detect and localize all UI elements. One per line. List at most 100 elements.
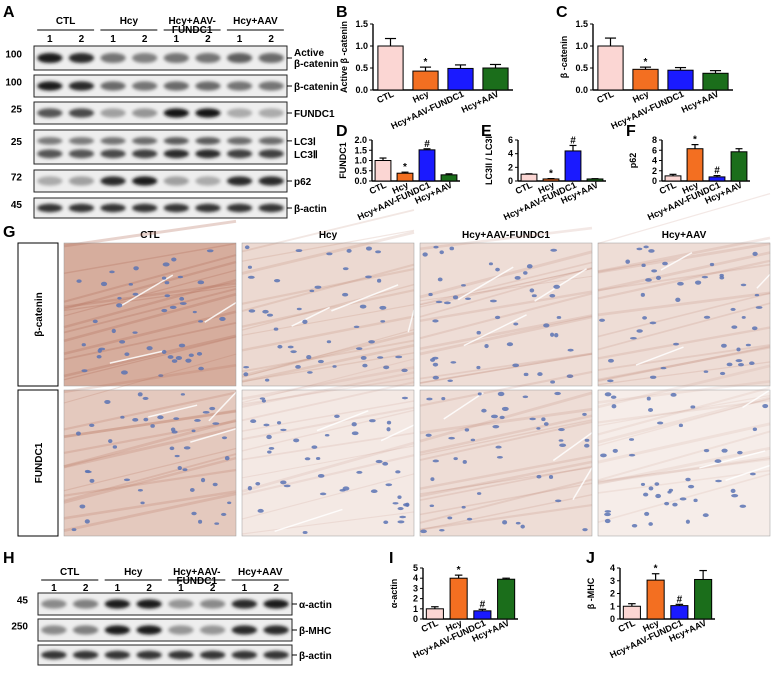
bar [586,178,604,182]
nucleus [425,433,432,437]
nucleus [536,474,542,479]
tissue-gap [742,389,771,409]
nucleus [497,391,505,397]
fiber-streak [597,364,771,409]
fiber-streak [419,268,593,306]
nucleus [266,313,274,317]
fiber-streak [419,414,593,454]
blot-band [100,137,126,145]
nucleus [177,466,182,471]
blot-band [258,52,284,64]
fiber-streak [241,366,415,401]
nucleus [180,393,186,396]
bar-chart-b: 0.0 0.5 1.0 1.5 Active β -catenin CTL * Hcy Hcy+… [339,19,513,131]
y-axis-label: FUNDC1 [338,142,348,179]
nucleus [196,351,203,356]
blot-row-label: β-actin [294,204,327,215]
nucleus [582,412,587,416]
blot-band [195,176,221,186]
fiber-streak [597,458,771,483]
nucleus [558,439,564,442]
fiber-streak [419,370,593,407]
nucleus [259,397,266,400]
image-border [419,389,593,537]
nucleus [198,320,204,323]
nucleus [643,492,649,497]
nucleus [476,365,481,370]
tissue-gap [534,268,588,302]
blot-band [132,176,158,186]
nucleus [266,434,272,440]
lane-number: 1 [115,583,121,594]
fiber-streak [241,371,415,408]
blot-band [199,599,226,609]
nucleus [143,417,149,422]
nucleus [164,281,170,285]
significance-mark: # [424,139,430,150]
nucleus [422,252,428,257]
molecular-weight: 25 [11,137,23,148]
nucleus [273,327,279,331]
nucleus [263,423,270,427]
blot-band [163,149,189,159]
nucleus [346,248,352,253]
nucleus [173,417,180,421]
nucleus [342,267,349,271]
nucleus [311,445,318,449]
blot-band [199,625,226,635]
fiber-streak [241,329,415,378]
y-tick-label: 0 [413,614,418,624]
y-tick-label: 2 [652,166,657,176]
group-header: Hcy+AAV-FUNDC1 [173,567,220,587]
significance-mark: * [693,135,697,146]
nucleus [123,478,130,482]
blot-band [168,650,194,660]
panel-label-f: F [626,123,636,140]
tissue-gap [552,432,593,462]
nucleus [120,415,125,419]
nucleus [437,277,443,282]
nucleus [435,300,443,304]
fiber-streak [63,288,237,334]
y-tick-label: 0.5 [575,63,588,73]
fiber-streak [241,352,415,383]
bar-chart-c: 0.00.51.01.5β -cateninCTL*HcyHcy+AAV-FUN… [559,19,733,131]
nucleus [492,424,500,429]
blot-band [104,599,131,609]
nucleus [719,273,724,278]
panel-label-h: H [3,550,15,567]
histology-image [63,353,237,537]
blot-band [136,650,162,660]
bar [473,610,492,620]
fiber-streak [419,250,593,299]
nucleus [399,515,407,519]
nucleus [513,322,519,326]
nucleus [529,417,536,421]
nucleus [548,475,554,479]
fiber-streak [419,353,593,384]
tissue-gap [274,508,343,533]
fiber-streak [597,292,771,338]
fiber-streak [63,456,237,504]
nucleus [604,518,611,524]
nucleus [648,249,655,253]
nucleus [189,488,195,492]
fiber-streak [241,315,415,352]
nucleus [250,419,257,424]
bar [440,174,458,182]
nucleus [198,519,203,524]
nucleus [280,428,287,432]
histology-row-label-box [17,389,59,537]
nucleus [365,275,372,279]
nucleus [257,508,264,513]
fiber-streak [63,363,237,394]
fiber-streak [63,468,237,497]
y-tick-label: 1.5 [575,19,588,29]
nucleus [219,316,226,322]
tissue-gap [699,450,766,469]
nucleus [612,448,618,453]
nucleus [382,461,389,466]
nucleus [171,359,178,363]
nucleus [670,392,677,397]
